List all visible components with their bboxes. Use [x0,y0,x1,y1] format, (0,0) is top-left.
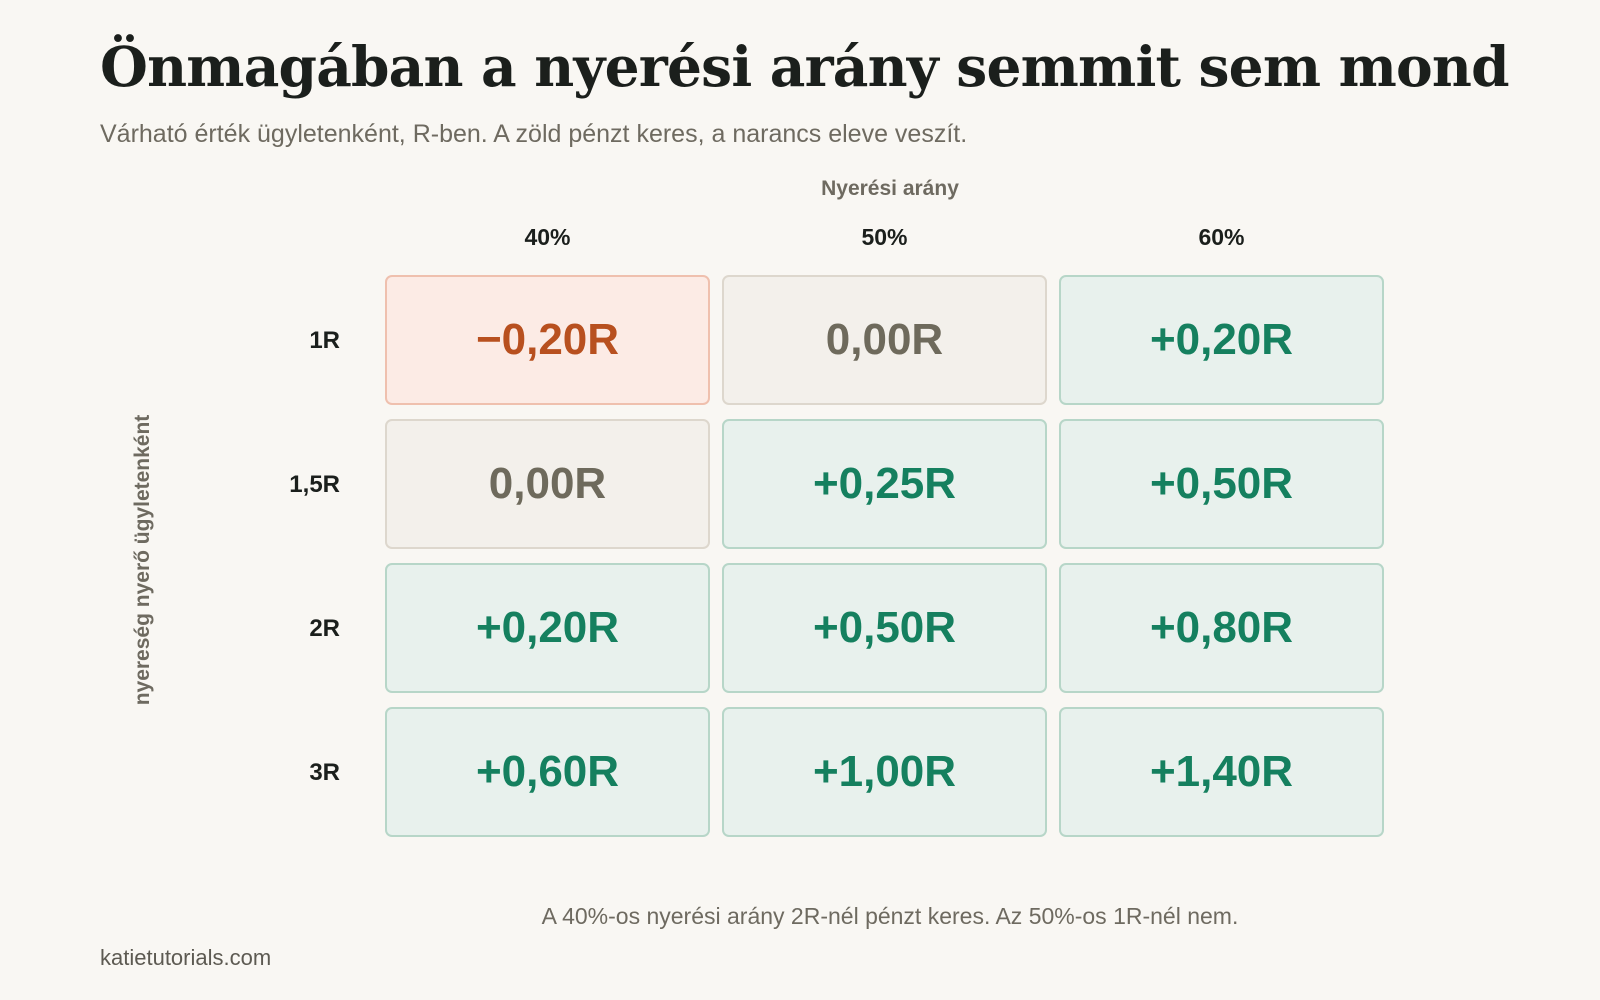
source-credit: katietutorials.com [100,945,272,970]
heatmap-cell: 0,00R [722,275,1047,405]
heatmap-cell: +0,80R [1059,563,1384,693]
heatmap-cell: 0,00R [385,419,710,549]
column-header: 50% [861,224,908,250]
chart-subtitle: Várható érték ügyletenként, R-ben. A zöl… [100,120,968,148]
footnote: A 40%-os nyerési arány 2R-nél pénzt kere… [541,903,1239,929]
row-label: 2R [309,615,340,642]
heatmap-cell: +1,00R [722,707,1047,837]
heatmap-cell: +0,20R [385,563,710,693]
x-axis-title: Nyerési arány [821,177,959,200]
row-label: 1R [309,327,340,354]
row-label: 1,5R [289,471,340,498]
column-header: 40% [524,224,571,250]
chart-title: Önmagában a nyerési arány semmit sem mon… [100,34,1510,99]
heatmap-cell: +0,50R [1059,419,1384,549]
row-label: 3R [309,759,340,786]
y-axis-title: nyereség nyerő ügyletenként [131,414,154,706]
heatmap-cell: −0,20R [385,275,710,405]
heatmap-cell: +0,20R [1059,275,1384,405]
heatmap-cell: +1,40R [1059,707,1384,837]
heatmap-cell: +0,50R [722,563,1047,693]
column-header: 60% [1198,224,1245,250]
heatmap-cell: +0,25R [722,419,1047,549]
heatmap-cell: +0,60R [385,707,710,837]
